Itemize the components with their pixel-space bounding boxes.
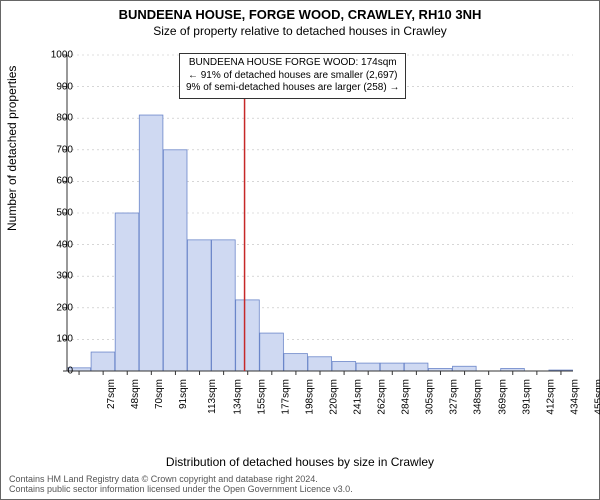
y-tick-label: 300 (43, 271, 73, 282)
callout-line-1: BUNDEENA HOUSE FORGE WOOD: 174sqm (186, 57, 399, 70)
x-tick-label: 177sqm (280, 379, 291, 415)
x-tick-label: 155sqm (256, 379, 267, 415)
x-tick-label: 327sqm (449, 379, 460, 415)
x-tick-label: 241sqm (353, 379, 364, 415)
x-tick-label: 134sqm (232, 379, 243, 415)
y-tick-label: 200 (43, 302, 73, 313)
annotation-callout: BUNDEENA HOUSE FORGE WOOD: 174sqm ← 91% … (179, 53, 406, 99)
y-tick-label: 400 (43, 239, 73, 250)
footer-line-2: Contains public sector information licen… (9, 485, 353, 495)
y-tick-label: 800 (43, 113, 73, 124)
x-tick-label: 198sqm (304, 379, 315, 415)
x-tick-label: 262sqm (377, 379, 388, 415)
y-tick-label: 900 (43, 81, 73, 92)
y-tick-label: 100 (43, 334, 73, 345)
x-tick-label: 70sqm (154, 379, 165, 409)
histogram-plot (59, 49, 579, 419)
y-tick-label: 1000 (43, 50, 73, 61)
x-tick-label: 48sqm (130, 379, 141, 409)
chart-subtitle: Size of property relative to detached ho… (1, 24, 599, 38)
x-tick-label: 434sqm (569, 379, 580, 415)
x-axis-label: Distribution of detached houses by size … (1, 455, 599, 469)
y-tick-label: 500 (43, 208, 73, 219)
x-tick-label: 391sqm (521, 379, 532, 415)
callout-line-2: ← 91% of detached houses are smaller (2,… (186, 70, 399, 83)
callout-line-3: 9% of semi-detached houses are larger (2… (186, 82, 399, 95)
x-tick-label: 113sqm (207, 379, 218, 414)
y-tick-label: 600 (43, 176, 73, 187)
x-tick-label: 305sqm (425, 379, 436, 415)
y-tick-label: 0 (43, 366, 73, 377)
x-tick-label: 412sqm (545, 379, 556, 415)
chart-area (59, 49, 579, 419)
x-tick-label: 455sqm (594, 379, 600, 415)
x-tick-label: 91sqm (178, 379, 189, 409)
x-tick-label: 220sqm (328, 379, 339, 415)
x-tick-label: 284sqm (401, 379, 412, 415)
footer-attribution: Contains HM Land Registry data © Crown c… (9, 475, 353, 495)
x-tick-label: 348sqm (473, 379, 484, 415)
x-tick-label: 27sqm (106, 379, 117, 409)
x-tick-label: 369sqm (497, 379, 508, 415)
chart-container: BUNDEENA HOUSE, FORGE WOOD, CRAWLEY, RH1… (0, 0, 600, 500)
y-axis-label: Number of detached properties (5, 66, 19, 231)
chart-title: BUNDEENA HOUSE, FORGE WOOD, CRAWLEY, RH1… (1, 7, 599, 22)
y-tick-label: 700 (43, 144, 73, 155)
